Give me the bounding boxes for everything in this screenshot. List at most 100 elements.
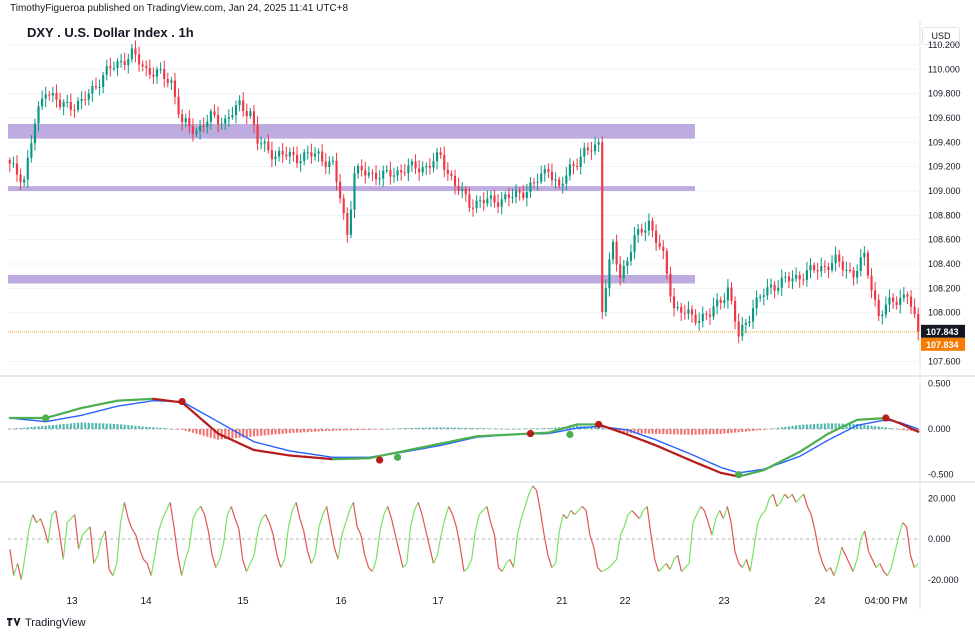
candle-body <box>410 161 414 166</box>
oscillator-line-segment <box>669 559 675 570</box>
macd-histogram-bar <box>137 426 141 429</box>
oscillator-line-segment <box>368 567 373 573</box>
macd-histogram-bar <box>891 428 895 430</box>
oscillator-line-segment <box>13 563 19 576</box>
tradingview-brand[interactable]: TradingView <box>7 617 86 629</box>
macd-histogram-bar <box>252 429 256 437</box>
oscillator-line-segment <box>299 518 305 532</box>
macd-histogram-bar <box>626 429 629 434</box>
macd-histogram-bar <box>349 429 352 431</box>
macd-histogram-bar <box>331 429 335 431</box>
oscillator-line-segment <box>242 559 248 572</box>
candle-body <box>909 296 913 307</box>
candle-body <box>227 117 230 119</box>
macd-histogram-bar <box>69 423 72 429</box>
oscillator-line-segment <box>730 522 736 552</box>
oscillator-line-segment <box>32 514 38 523</box>
oscillator-line-segment <box>100 530 106 540</box>
macd-histogram-bar <box>288 429 291 434</box>
candle-body <box>716 299 719 307</box>
candle-body <box>295 154 299 164</box>
macd-histogram-bar <box>116 424 119 429</box>
macd-histogram-bar <box>755 429 758 431</box>
time-tick-label: 24 <box>814 596 826 607</box>
macd-histogram-bar <box>888 427 891 429</box>
candle-body <box>270 150 273 160</box>
macd-cross-marker <box>393 453 402 461</box>
oscillator-line-segment <box>51 510 57 516</box>
oscillator-line-segment <box>146 563 152 576</box>
candle-body <box>827 266 830 271</box>
oscillator-line-segment <box>188 518 194 548</box>
macd-histogram-bar <box>141 426 144 429</box>
oscillator-line-segment <box>352 502 358 527</box>
oscillator-line-segment <box>139 549 145 560</box>
oscillator-line-segment <box>554 530 560 564</box>
macd-histogram-bar <box>292 429 295 433</box>
oscillator-line-segment <box>429 547 435 564</box>
oscillator-line-segment <box>127 518 133 530</box>
oscillator-line-segment <box>890 551 896 568</box>
oscillator-line-segment <box>181 559 187 576</box>
macd-histogram-bar <box>651 429 654 434</box>
candle-body <box>522 192 525 198</box>
macd-histogram-bar <box>166 428 169 430</box>
macd-histogram-bar <box>909 429 913 431</box>
candle-body <box>554 179 557 181</box>
candle-body <box>497 202 500 207</box>
candle-body <box>349 209 352 235</box>
oscillator-line-segment <box>791 493 797 503</box>
oscillator-line-segment <box>112 563 118 576</box>
candle-body <box>26 157 29 180</box>
candle-body <box>231 115 234 118</box>
price-tick-label: 108.800 <box>928 210 961 220</box>
price-tick-label: 109.600 <box>928 113 961 123</box>
candle-body <box>913 306 916 315</box>
candle-body <box>479 200 482 202</box>
oscillator-line-segment <box>24 528 30 556</box>
candle-body <box>655 230 658 244</box>
candle-body <box>611 241 615 260</box>
candle-body <box>471 207 475 209</box>
candle-body <box>403 172 406 174</box>
oscillator-line-segment <box>684 563 690 568</box>
macd-histogram-bar <box>759 429 762 431</box>
candle-body <box>917 314 920 332</box>
macd-histogram-bar <box>500 428 503 430</box>
oscillator-line-segment <box>219 542 225 560</box>
candle-body <box>830 263 834 271</box>
oscillator-line-segment <box>867 551 873 560</box>
oscillator-tick-label: -20.000 <box>928 575 959 585</box>
macd-histogram-bar <box>744 429 747 432</box>
candle-body <box>633 234 636 253</box>
oscillator-line-segment <box>402 563 408 568</box>
macd-histogram-bar <box>705 429 708 435</box>
candle-body <box>863 252 866 258</box>
candle-body <box>87 93 90 100</box>
macd-histogram-bar <box>130 425 133 429</box>
oscillator-line-segment <box>207 530 213 556</box>
oscillator-line-segment <box>780 493 786 503</box>
macd-histogram-bar <box>191 429 194 433</box>
oscillator-line-segment <box>516 518 522 536</box>
candle-body <box>518 190 521 193</box>
macd-histogram-bar <box>105 423 108 429</box>
oscillator-line-segment <box>47 514 53 544</box>
candle-body <box>906 294 909 297</box>
macd-histogram-bar <box>741 429 744 432</box>
macd-histogram-bar <box>719 429 722 434</box>
macd-histogram-bar <box>206 429 209 437</box>
macd-histogram-bar <box>813 424 816 429</box>
candle-body <box>105 66 108 75</box>
macd-histogram-bar <box>281 429 284 434</box>
candle-body <box>540 173 543 182</box>
candle-body <box>737 321 740 337</box>
oscillator-line-segment <box>749 547 755 572</box>
candle-body <box>874 290 877 300</box>
candle-body <box>712 306 715 317</box>
oscillator-line-segment <box>879 563 885 572</box>
currency-button[interactable]: USD <box>922 27 960 45</box>
candle-body <box>199 126 202 132</box>
oscillator-line-segment <box>455 526 461 548</box>
